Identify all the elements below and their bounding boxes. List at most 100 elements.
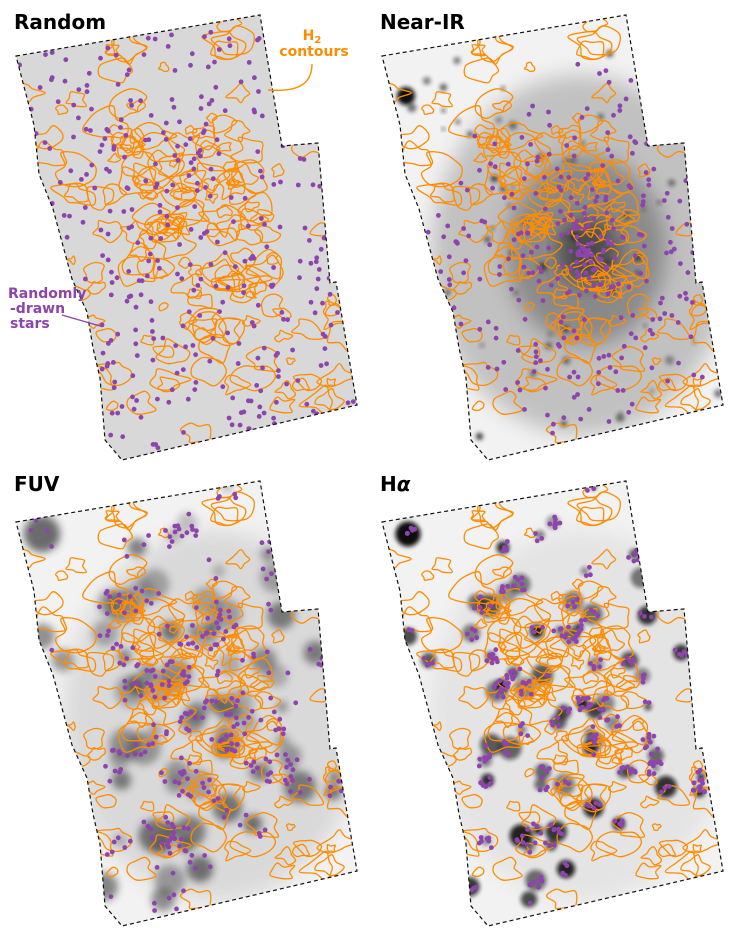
h2-contour	[237, 191, 273, 222]
star-marker	[47, 146, 53, 151]
star-marker	[313, 259, 319, 265]
star-marker	[154, 865, 160, 870]
star-marker	[108, 338, 114, 343]
h2-contour	[611, 345, 646, 373]
star-marker	[285, 670, 291, 676]
star-marker	[193, 352, 199, 358]
star-marker	[531, 369, 537, 374]
star-marker	[576, 248, 582, 254]
star-marker	[565, 603, 571, 609]
star-marker	[586, 407, 592, 412]
h2-contour	[225, 548, 251, 570]
star-marker	[179, 755, 184, 761]
star-marker	[473, 884, 479, 890]
star-marker	[243, 760, 249, 766]
star-marker	[491, 684, 497, 690]
star-marker	[100, 350, 106, 356]
star-marker	[147, 251, 153, 257]
star-marker	[187, 859, 193, 865]
star-marker	[525, 827, 530, 832]
star-marker	[215, 796, 221, 801]
h2-contour	[226, 625, 268, 660]
h2-contour	[223, 629, 260, 655]
star-marker	[307, 776, 312, 782]
h2-contour	[523, 61, 536, 73]
h2-contour	[92, 685, 123, 710]
star-marker	[657, 316, 663, 322]
h2-contour	[452, 747, 473, 761]
h2-contour	[512, 218, 547, 242]
h2-contour	[199, 606, 221, 625]
star-marker	[501, 739, 507, 744]
star-marker	[478, 594, 483, 600]
h2-contour	[515, 834, 558, 857]
star-marker	[290, 778, 295, 783]
star-marker	[567, 374, 572, 380]
star-marker	[285, 757, 291, 763]
star-marker	[148, 682, 154, 688]
star-marker	[115, 82, 121, 87]
star-marker	[198, 235, 204, 240]
footprint-outline	[15, 480, 358, 927]
h2-contour	[477, 135, 502, 154]
star-marker	[221, 636, 226, 642]
h2-contour	[86, 185, 115, 211]
star-marker	[690, 787, 696, 793]
h2-contour	[557, 311, 593, 341]
star-marker	[177, 119, 182, 125]
star-marker	[200, 634, 205, 639]
footprint-outline	[381, 480, 724, 927]
star-marker	[583, 176, 589, 182]
star-marker	[206, 789, 212, 795]
star-marker	[172, 153, 178, 158]
h2-contour	[429, 648, 455, 669]
star-marker	[207, 777, 212, 783]
h2-contour	[533, 199, 571, 228]
star-marker	[521, 264, 527, 270]
star-marker	[133, 741, 139, 747]
star-marker	[554, 166, 560, 172]
h2-contour	[105, 400, 119, 412]
star-marker	[611, 284, 616, 290]
star-marker	[208, 262, 214, 267]
h2-contour	[597, 265, 639, 293]
star-marker	[500, 548, 506, 554]
star-marker	[613, 369, 619, 375]
h2-contour	[291, 318, 325, 341]
star-marker	[582, 617, 588, 623]
star-marker	[540, 298, 546, 303]
star-marker	[49, 647, 55, 653]
star-marker	[533, 531, 538, 536]
star-marker	[632, 139, 638, 145]
h2-contour	[569, 643, 587, 658]
h2-contour	[226, 159, 268, 194]
star-marker	[126, 269, 132, 274]
h2-contour	[230, 247, 254, 270]
star-marker	[642, 614, 647, 619]
star-marker	[198, 276, 204, 282]
star-marker	[274, 752, 280, 758]
star-marker	[49, 77, 54, 83]
star-marker	[160, 335, 166, 341]
star-marker	[163, 814, 169, 820]
star-marker	[585, 223, 591, 228]
star-marker	[295, 378, 301, 383]
star-marker	[251, 107, 257, 113]
h2-contour	[461, 793, 483, 809]
h2-contour	[637, 629, 651, 644]
star-marker	[183, 142, 189, 148]
star-marker	[185, 679, 190, 684]
h2-contour	[245, 248, 283, 280]
h2-contour	[583, 742, 627, 770]
star-marker	[536, 884, 541, 890]
star-marker	[555, 342, 561, 347]
star-marker	[277, 224, 283, 230]
h2-contour	[244, 667, 260, 679]
h2-contour	[470, 510, 486, 523]
star-marker	[76, 115, 81, 121]
star-marker	[64, 234, 70, 240]
star-marker	[511, 583, 517, 589]
star-marker	[275, 350, 280, 356]
star-marker	[519, 575, 525, 581]
star-marker	[521, 176, 527, 182]
